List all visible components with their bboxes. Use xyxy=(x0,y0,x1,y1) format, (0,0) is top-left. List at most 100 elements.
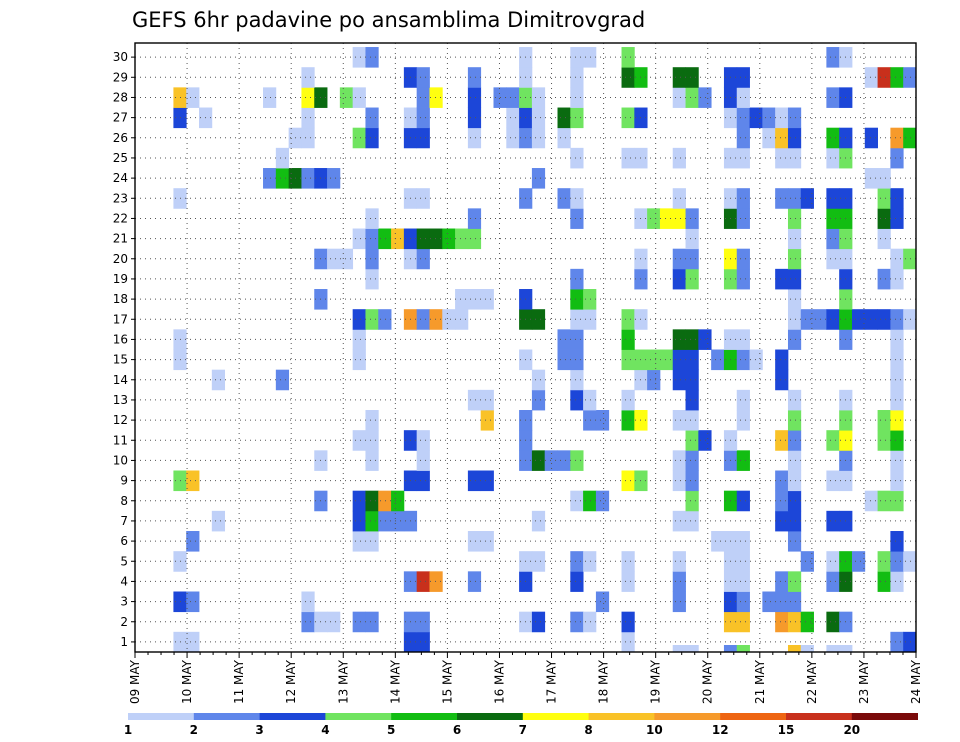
heatmap-cell xyxy=(890,551,904,572)
heatmap-cell xyxy=(698,329,712,350)
heatmap-cell xyxy=(787,430,802,451)
heatmap-cell xyxy=(672,450,686,471)
heatmap-cell xyxy=(787,645,802,652)
heatmap-cell xyxy=(211,369,226,391)
heatmap-cell xyxy=(736,268,750,290)
heatmap-cell xyxy=(531,107,546,129)
heatmap-cell xyxy=(685,329,699,350)
heatmap-cell xyxy=(365,107,379,129)
heatmap-cell xyxy=(826,188,840,209)
heatmap-cell xyxy=(506,87,520,108)
heatmap-cell xyxy=(365,309,379,330)
heatmap-cell xyxy=(531,168,546,189)
x-tick-label: 24 MAY xyxy=(909,659,923,704)
heatmap-cell xyxy=(672,551,686,572)
heatmap-cell xyxy=(583,289,597,310)
heatmap-cell xyxy=(570,208,584,229)
heatmap-cell xyxy=(621,611,635,633)
y-tick-label: 8 xyxy=(120,494,128,508)
heatmap-cell xyxy=(365,611,379,633)
legend-swatch xyxy=(588,713,655,720)
heatmap-cell xyxy=(416,470,430,492)
heatmap-cell xyxy=(621,551,635,572)
heatmap-cell xyxy=(890,450,904,471)
heatmap-cell xyxy=(339,248,354,270)
heatmap-cell xyxy=(826,87,840,108)
heatmap-cell xyxy=(621,349,635,371)
heatmap-cell xyxy=(864,168,878,189)
heatmap-cell xyxy=(736,490,750,512)
x-tick-label: 15 MAY xyxy=(440,659,454,704)
y-tick-label: 16 xyxy=(113,332,128,346)
heatmap-cell xyxy=(685,87,699,108)
heatmap-cell xyxy=(583,47,597,68)
heatmap-cell xyxy=(429,228,443,250)
legend-label: 15 xyxy=(778,723,795,737)
heatmap-cell xyxy=(416,450,430,471)
legend-swatch xyxy=(720,713,787,720)
heatmap-cell xyxy=(301,168,315,189)
heatmap-cell xyxy=(416,631,430,653)
heatmap-cell xyxy=(736,349,750,371)
heatmap-cell xyxy=(442,309,456,330)
legend-swatch xyxy=(193,713,260,720)
heatmap-cell xyxy=(672,188,686,209)
heatmap-cell xyxy=(800,551,814,572)
heatmap-cell xyxy=(275,147,290,169)
heatmap-cell xyxy=(557,127,571,149)
legend-label: 2 xyxy=(190,723,198,737)
heatmap-cell xyxy=(851,551,866,572)
y-tick-label: 15 xyxy=(113,353,128,367)
y-tick-label: 25 xyxy=(113,151,128,165)
y-tick-label: 29 xyxy=(113,70,128,84)
heatmap-cell xyxy=(416,611,430,633)
heatmap-cell xyxy=(736,67,750,88)
heatmap-cell xyxy=(352,228,366,250)
heatmap-cell xyxy=(570,329,584,350)
heatmap-cell xyxy=(736,147,750,169)
x-tick-label: 22 MAY xyxy=(805,659,819,704)
heatmap-cell xyxy=(570,268,584,290)
heatmap-cell xyxy=(736,329,750,350)
heatmap-cell xyxy=(455,289,469,310)
heatmap-cell xyxy=(877,188,891,209)
legend-swatch xyxy=(786,713,853,720)
heatmap-cell xyxy=(647,369,661,391)
heatmap-cell xyxy=(429,571,443,592)
heatmap-cell xyxy=(467,67,482,88)
heatmap-cell xyxy=(480,470,494,492)
heatmap-cell xyxy=(467,531,482,552)
heatmap-cell xyxy=(826,248,840,270)
heatmap-cell xyxy=(890,67,904,88)
heatmap-cell xyxy=(429,309,443,330)
y-tick-label: 20 xyxy=(113,252,128,266)
heatmap-cell xyxy=(839,645,853,652)
heatmap-cell xyxy=(775,127,789,149)
heatmap-cell xyxy=(352,127,366,149)
heatmap-cell xyxy=(467,389,482,411)
heatmap-cell xyxy=(698,87,712,108)
y-tick-label: 21 xyxy=(113,232,128,246)
heatmap-cell xyxy=(467,87,482,108)
y-tick-label: 10 xyxy=(113,453,128,467)
heatmap-cell xyxy=(775,349,789,371)
heatmap-cell xyxy=(263,87,277,108)
heatmap-cell xyxy=(416,309,430,330)
heatmap-cell xyxy=(762,591,776,613)
heatmap-cell xyxy=(352,87,366,108)
heatmap-cell xyxy=(864,67,878,88)
heatmap-cell xyxy=(787,410,802,431)
legend-swatch xyxy=(128,713,195,720)
heatmap-cell xyxy=(621,329,635,350)
heatmap-cell xyxy=(877,490,891,512)
heatmap-cell xyxy=(672,208,686,229)
heatmap-cell xyxy=(736,645,750,652)
heatmap-cell xyxy=(621,147,635,169)
heatmap-cell xyxy=(531,309,546,330)
heatmap-cell xyxy=(890,369,904,391)
legend-swatch xyxy=(457,713,524,720)
heatmap-cell xyxy=(672,349,686,371)
heatmap-cell xyxy=(762,127,776,149)
heatmap-cell xyxy=(800,645,814,652)
